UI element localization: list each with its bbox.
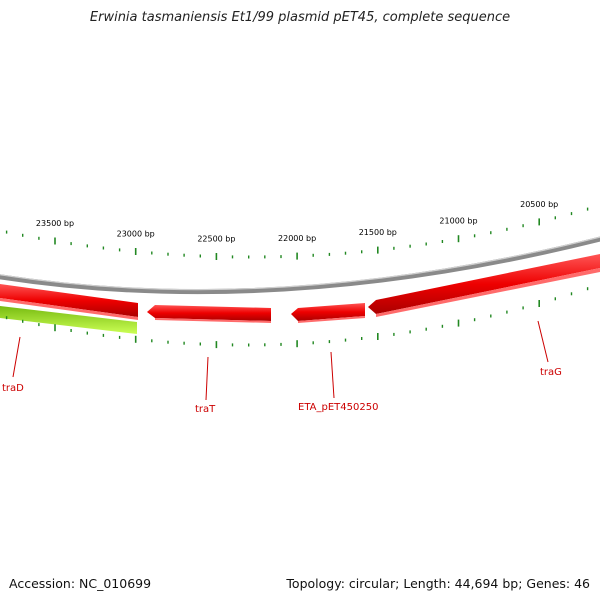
tick-label: 21000 bp: [439, 217, 477, 226]
accession-text: Accession: NC_010699: [9, 576, 152, 591]
tick-label: 21500 bp: [359, 228, 397, 237]
leader-trat: [205, 356, 209, 401]
gene-arrow-trag[interactable]: [368, 254, 600, 317]
gene-label-trag[interactable]: traG: [540, 367, 562, 378]
gene-arrow-trad[interactable]: [0, 306, 137, 334]
tick-label: 20500 bp: [520, 200, 558, 209]
tick-label: 23000 bp: [117, 230, 155, 239]
tick-label: 22000 bp: [278, 234, 316, 243]
topology-text: Topology: circular; Length: 44,694 bp; G…: [286, 576, 590, 591]
gene-leaders: [12, 320, 549, 401]
leader-eta: [330, 351, 335, 399]
gene-arrow-trat[interactable]: [147, 305, 271, 323]
gene-arrow-eta-pet450250[interactable]: [291, 303, 365, 323]
tick-label: 23500 bp: [36, 219, 74, 228]
backbone-ring: [0, 236, 600, 295]
gene-label-trad[interactable]: traD: [2, 383, 24, 394]
tick-marks: [5, 207, 589, 349]
map-title: Erwinia tasmaniensis Et1/99 plasmid pET4…: [89, 10, 511, 25]
gene-arrow-tral[interactable]: [0, 284, 138, 320]
tick-label: 22500 bp: [197, 235, 235, 244]
leader-trag: [537, 320, 549, 363]
tick-labels: 23500 bp 23000 bp 22500 bp 22000 bp 21500 bp…: [36, 200, 558, 244]
gene-label-trat[interactable]: traT: [195, 404, 216, 415]
leader-trad: [12, 336, 21, 378]
gene-label-eta-pet450250[interactable]: ETA_pET450250: [298, 402, 378, 413]
backbone-ring-highlight: [0, 236, 600, 291]
